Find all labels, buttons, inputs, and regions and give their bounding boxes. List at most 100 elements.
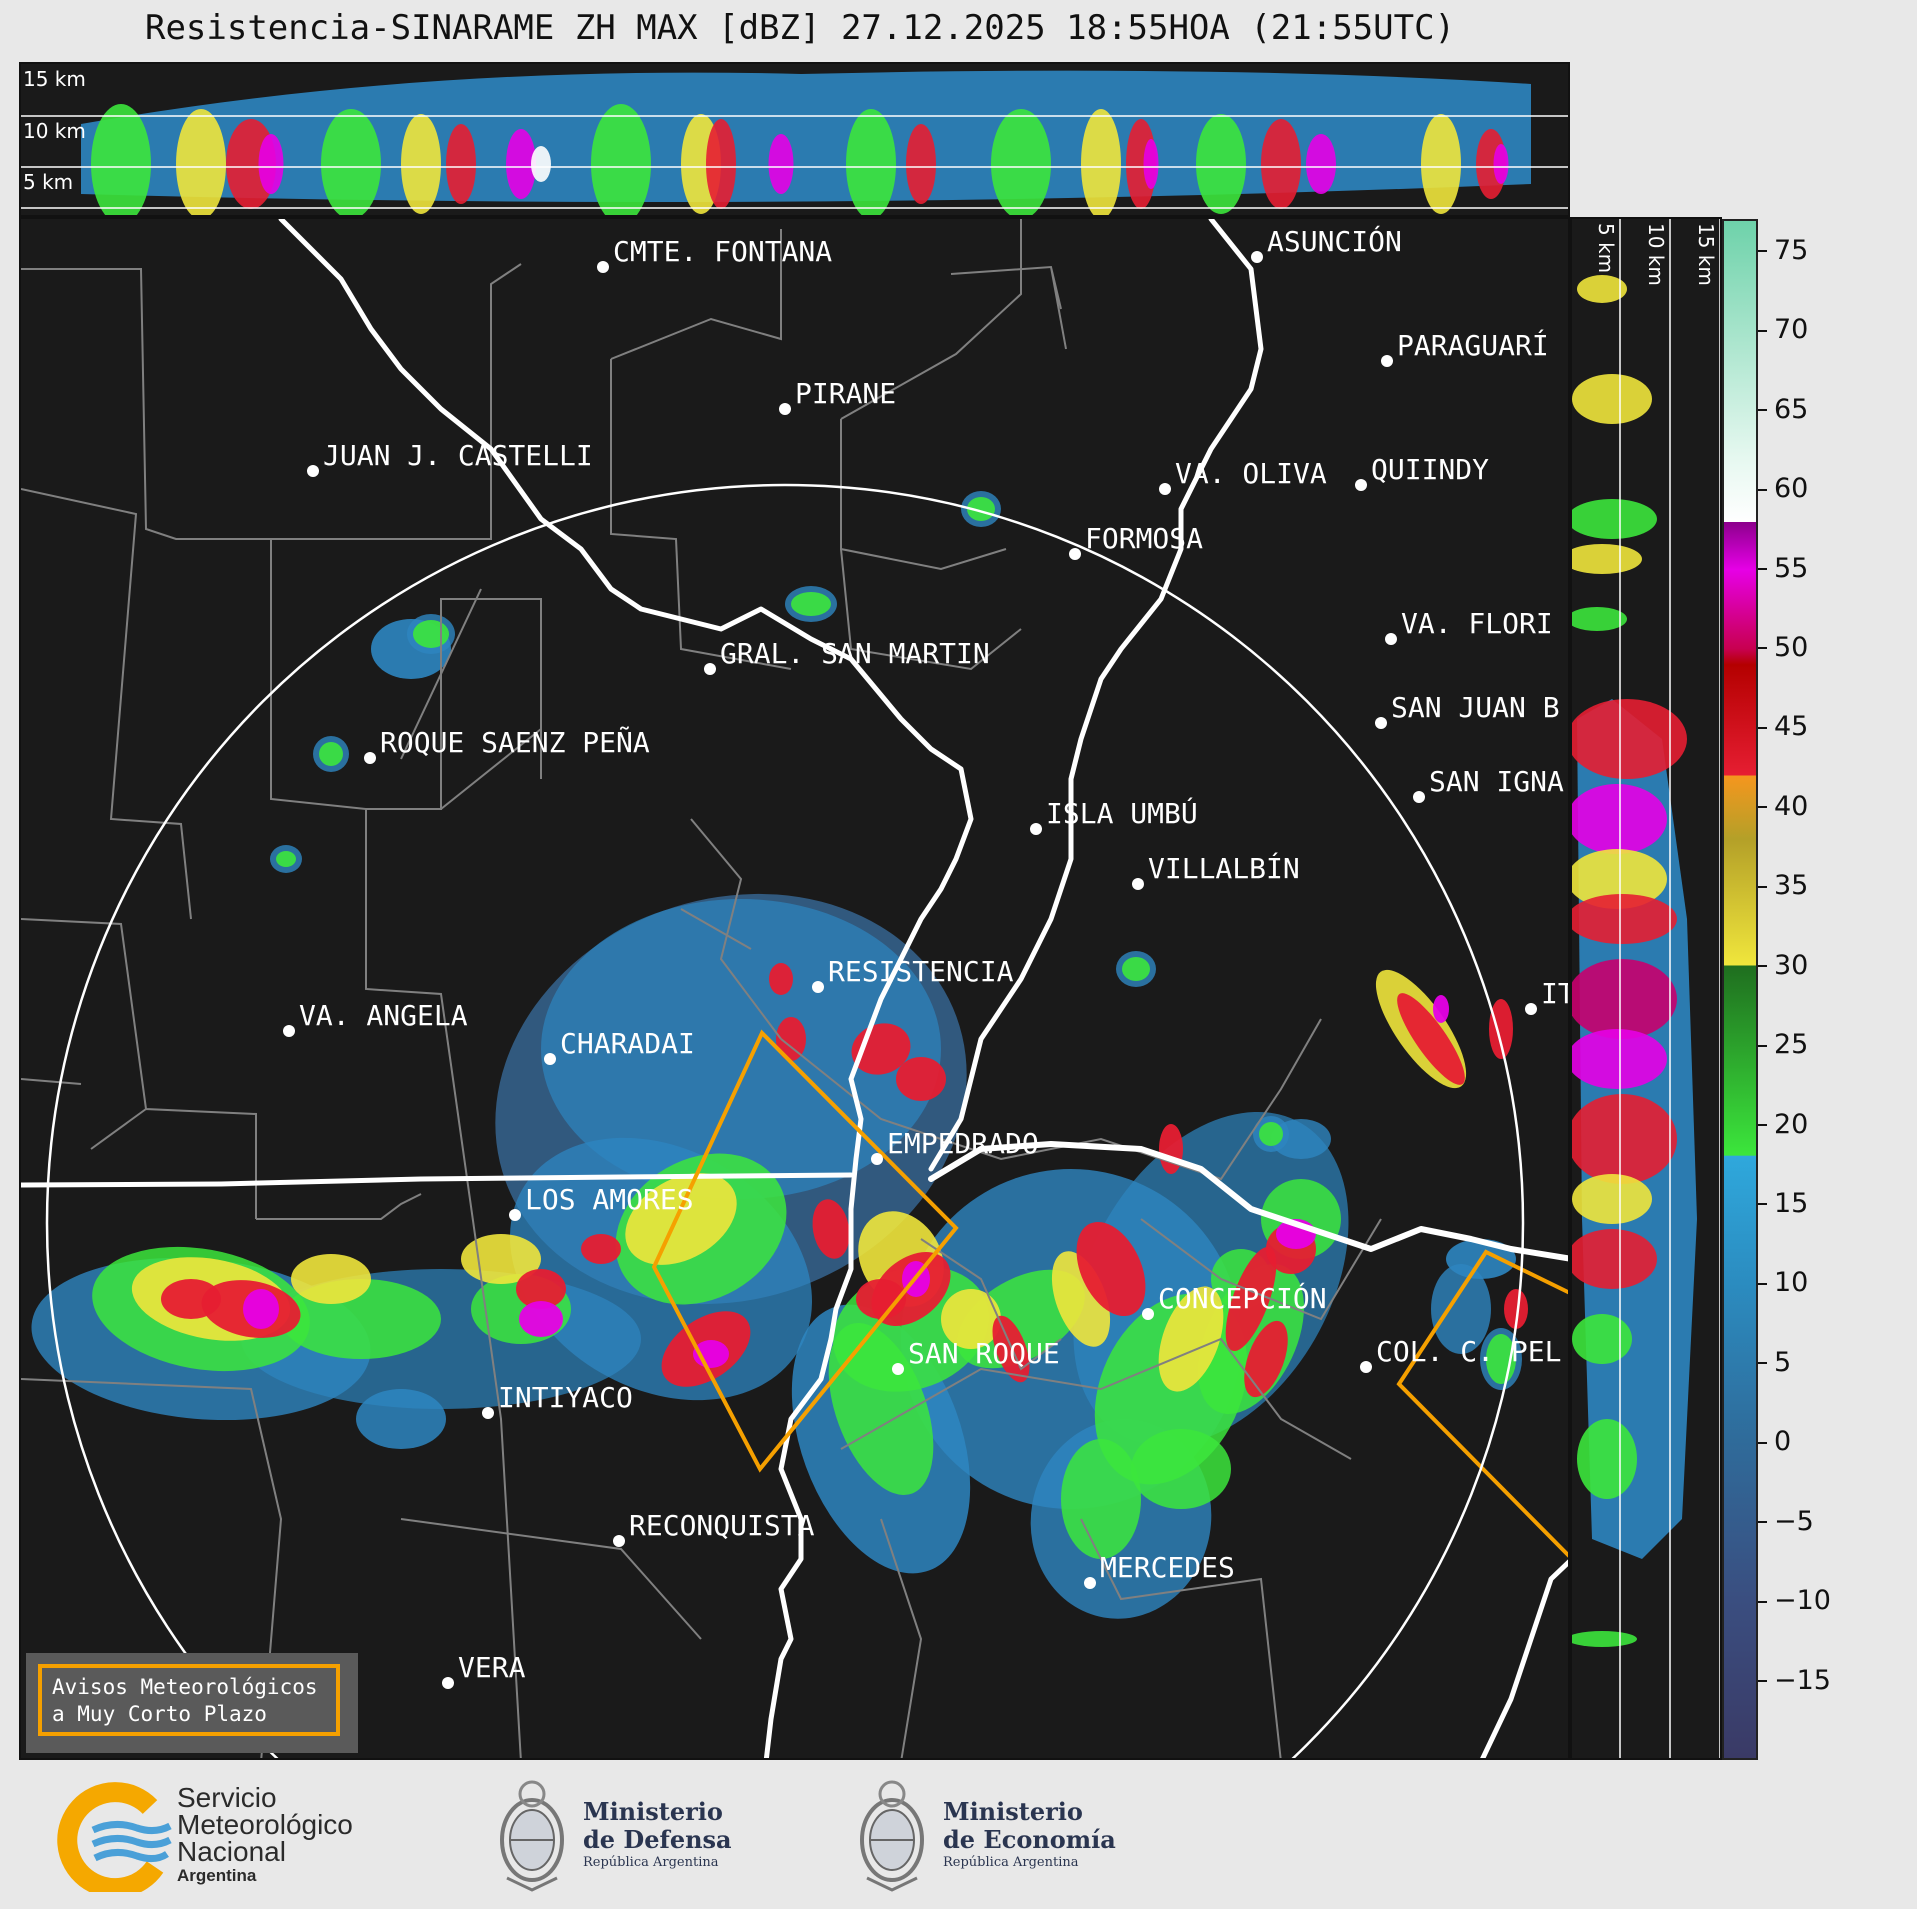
city-dot xyxy=(1375,717,1387,729)
ministerio-economia-logo: Ministerio de Economía República Argenti… xyxy=(855,1770,1135,1900)
colorbar-tick: 15 xyxy=(1757,1188,1808,1219)
echo-cell xyxy=(1158,1286,1224,1392)
city-vera: VERA xyxy=(442,1651,526,1689)
city-dot xyxy=(307,465,319,477)
echo-cell xyxy=(941,1289,1001,1349)
city-dot xyxy=(1251,251,1263,263)
coat-of-arms-icon xyxy=(500,1780,564,1892)
echo-cell xyxy=(243,1289,279,1329)
ministerio-defensa-logo: Ministerio de Defensa República Argentin… xyxy=(495,1770,755,1900)
city-paraguar-: PARAGUARÍ xyxy=(1381,328,1549,367)
province-boundaries xyxy=(21,219,1382,1758)
city-mercedes: MERCEDES xyxy=(1084,1551,1235,1589)
echo-cell xyxy=(276,851,296,867)
economia-line1: Ministerio xyxy=(943,1797,1083,1826)
city-intiyaco: INTIYACO xyxy=(482,1381,633,1419)
side-cross-section-cell xyxy=(1572,544,1642,574)
side-cross-section-cell xyxy=(1572,1229,1657,1289)
city-san-roque: SAN ROQUE xyxy=(892,1337,1060,1375)
city-pirane: PIRANE xyxy=(779,377,896,415)
city-label: FORMOSA xyxy=(1085,522,1203,555)
city-label: ASUNCIÓN xyxy=(1267,224,1402,258)
city-isla-umb-: ISLA UMBÚ xyxy=(1030,796,1198,835)
city-markers: CMTE. FONTANA ASUNCIÓN PARAGUARÍ PIRANE JUAN… xyxy=(283,224,1568,1689)
cross-section-cell xyxy=(401,114,441,214)
cross-section-cell xyxy=(591,104,651,215)
cross-section-cell xyxy=(991,109,1051,215)
colorbar-tick: 50 xyxy=(1757,632,1808,663)
echo-cell xyxy=(1489,999,1513,1059)
cross-section-cell xyxy=(1196,114,1246,214)
cross-section-cell xyxy=(1493,144,1509,184)
echo-cell xyxy=(413,620,449,648)
cross-section-base xyxy=(81,70,1531,203)
side-height-label-5km: 5 km xyxy=(1594,223,1618,274)
side-cross-section-cell xyxy=(1577,275,1627,303)
cross-section-cell xyxy=(1143,139,1159,189)
echo-cell xyxy=(1504,1289,1528,1329)
side-cross-section-cell xyxy=(1572,499,1657,539)
city-asunci-n: ASUNCIÓN xyxy=(1251,224,1402,263)
warning-legend-box xyxy=(26,1653,358,1753)
coat-of-arms-icon xyxy=(860,1780,924,1892)
echo-cell xyxy=(541,899,941,1199)
city-label: INTIYACO xyxy=(498,1381,633,1414)
echo-cell xyxy=(1131,1429,1231,1509)
colorbar-tick: 40 xyxy=(1757,791,1808,822)
city-label: CHARADAI xyxy=(560,1027,695,1060)
colorbar-tick: 35 xyxy=(1757,870,1808,901)
echo-cell xyxy=(896,1057,946,1101)
city-va-flori: VA. FLORI xyxy=(1385,607,1553,645)
smn-logo: Servicio Meteorológico Nacional Argentin… xyxy=(55,1770,395,1900)
city-resistencia: RESISTENCIA xyxy=(812,955,1014,993)
city-dot xyxy=(1142,1308,1154,1320)
city-gral-san-martin: GRAL. SAN MARTIN xyxy=(704,637,990,675)
echo-cell xyxy=(1431,1264,1491,1354)
side-cross-section-cell xyxy=(1572,959,1677,1039)
city-label: VA. OLIVA xyxy=(1175,457,1327,490)
height-label-15km: 15 km xyxy=(23,67,86,91)
colorbar-tick: 25 xyxy=(1757,1029,1808,1060)
city-dot xyxy=(1084,1577,1096,1589)
colorbar-tick: −5 xyxy=(1758,1506,1814,1537)
cross-section-cell xyxy=(1081,109,1121,215)
colorbar-tick: 45 xyxy=(1757,711,1808,742)
city-label: SAN IGNA xyxy=(1429,765,1564,798)
city-concepci-n: CONCEPCIÓN xyxy=(1142,1281,1327,1320)
city-los-amores: LOS AMORES xyxy=(509,1183,694,1221)
cross-section-cell xyxy=(91,104,151,215)
city-formosa: FORMOSA xyxy=(1069,522,1203,560)
height-label-5km: 5 km xyxy=(23,170,74,194)
city-label: VERA xyxy=(458,1651,526,1684)
colorbar-tick: −10 xyxy=(1758,1585,1831,1616)
colorbar-tick: −15 xyxy=(1758,1665,1831,1696)
echo-cell xyxy=(1225,1246,1277,1352)
city-label: LOS AMORES xyxy=(525,1183,694,1216)
echo-cell xyxy=(1397,993,1465,1085)
defensa-line1: Ministerio xyxy=(583,1797,723,1826)
warning-legend-line2: a Muy Corto Plazo xyxy=(52,1702,267,1726)
city-dot xyxy=(779,403,791,415)
city-dot xyxy=(544,1053,556,1065)
dbz-colorbar xyxy=(1722,219,1758,1760)
city-dot xyxy=(364,752,376,764)
echo-cell xyxy=(319,742,343,766)
echo-cell xyxy=(1259,1122,1283,1146)
city-dot xyxy=(1385,633,1397,645)
echo-cell xyxy=(1061,1439,1141,1559)
cross-section-echoes xyxy=(21,70,1568,215)
radar-range-ring xyxy=(45,483,1525,1758)
city-dot xyxy=(1069,548,1081,560)
city-charadai: CHARADAI xyxy=(544,1027,695,1065)
north-south-cross-section-panel: 15 km 10 km 5 km xyxy=(19,62,1570,217)
city-dot xyxy=(871,1153,883,1165)
colorbar-tick: 65 xyxy=(1757,394,1808,425)
echo-cell xyxy=(356,1389,446,1449)
echo-cell xyxy=(516,1269,566,1309)
echo-cell xyxy=(581,1234,621,1264)
city-dot xyxy=(1360,1361,1372,1373)
cross-section-cell xyxy=(176,109,226,215)
city-label: ISLA UMBÚ xyxy=(1046,796,1198,830)
city-villalb-n: VILLALBÍN xyxy=(1132,851,1300,890)
city-label: COL. C. PEL xyxy=(1376,1335,1561,1368)
